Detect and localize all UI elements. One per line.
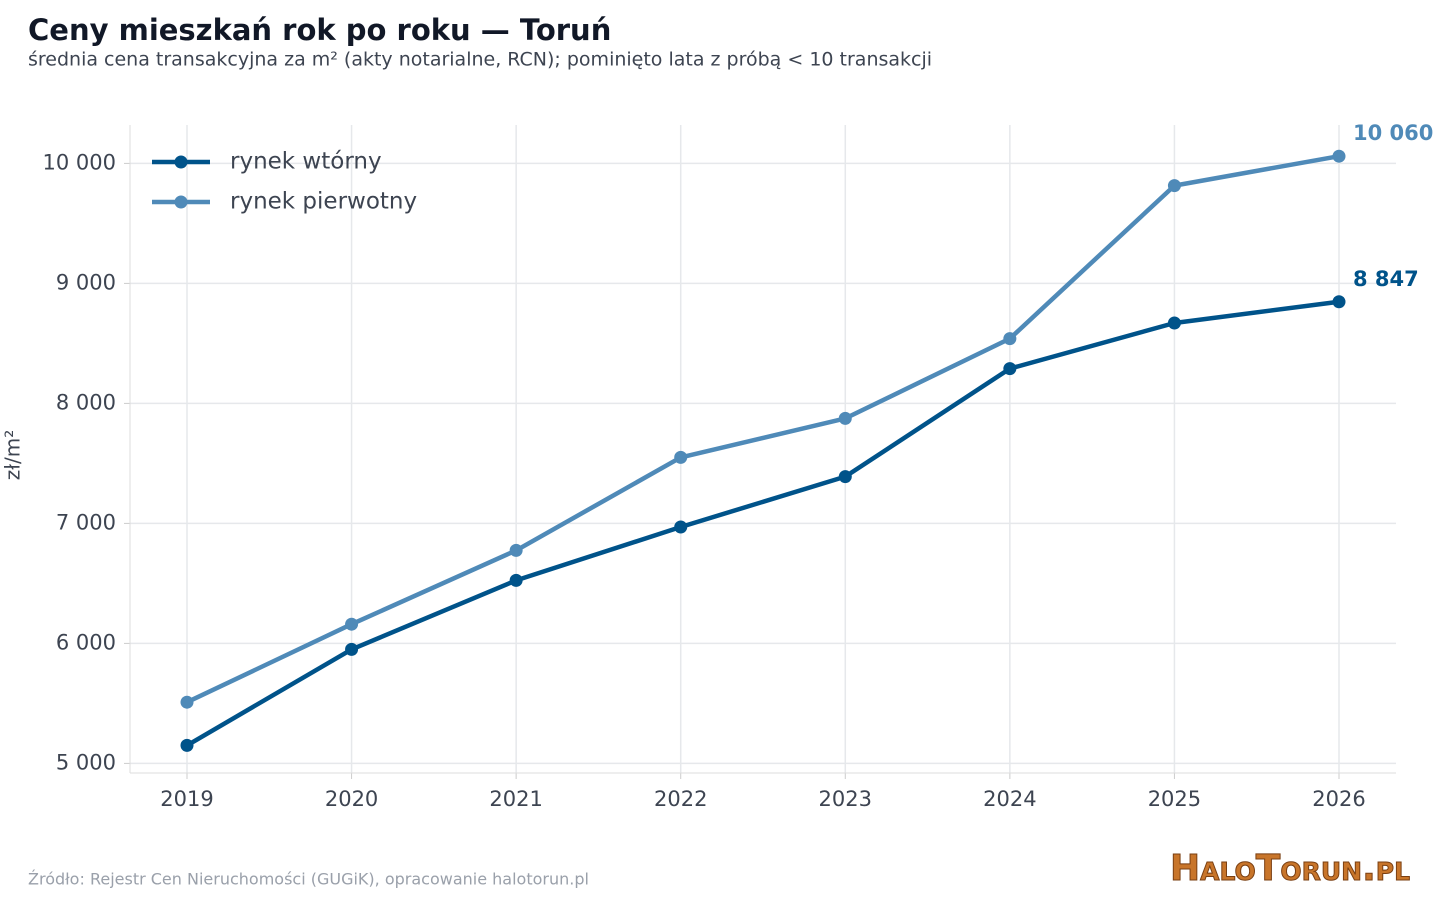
series-line [186, 153, 1340, 705]
point [1167, 179, 1181, 193]
point [838, 411, 852, 425]
point [1167, 316, 1181, 330]
y-tick-label: 10 000 [43, 150, 116, 174]
y-tick-label: 9 000 [56, 270, 116, 294]
point [1003, 362, 1017, 376]
legend-label: rynek wtórny [230, 149, 382, 175]
series-line [185, 299, 1340, 748]
point [180, 695, 194, 709]
point [674, 450, 688, 464]
y-tick-label: 7 000 [56, 510, 116, 534]
source: Źródło: Rejestr Cen Nieruchomości (GUGiK… [28, 870, 589, 889]
point [838, 470, 852, 484]
legend-marker [174, 195, 188, 209]
point [1332, 295, 1346, 309]
x-tick-label: 2021 [489, 787, 542, 811]
y-tick-label: 5 000 [56, 750, 116, 774]
y-tick-label: 8 000 [56, 390, 116, 414]
point [345, 642, 359, 656]
x-tick-label: 2023 [819, 787, 872, 811]
y-tick-label: 6 000 [56, 630, 116, 654]
point [674, 520, 688, 534]
chart-title: Ceny mieszkań rok po roku — Toruń [28, 13, 611, 47]
point [1003, 332, 1017, 346]
value-label: 8 847 [1353, 267, 1419, 291]
point [509, 543, 523, 557]
y-axis-label: zł/m² [1, 430, 25, 480]
chart-subtitle: średnia cena transakcyjna za m² (akty no… [28, 49, 932, 71]
x-tick-label: 2022 [654, 787, 707, 811]
x-tick-label: 2024 [983, 787, 1036, 811]
x-tick-label: 2025 [1148, 787, 1201, 811]
point [180, 738, 194, 752]
point [509, 573, 523, 587]
x-tick-label: 2026 [1312, 787, 1365, 811]
legend-label: rynek pierwotny [230, 189, 417, 215]
point [1332, 149, 1346, 163]
x-tick-label: 2019 [160, 787, 213, 811]
point [345, 617, 359, 631]
legend-marker [174, 155, 188, 169]
value-label: 10 060 [1353, 121, 1433, 145]
logo: HaloTorun.pl [1170, 848, 1410, 889]
x-tick-label: 2020 [325, 787, 378, 811]
